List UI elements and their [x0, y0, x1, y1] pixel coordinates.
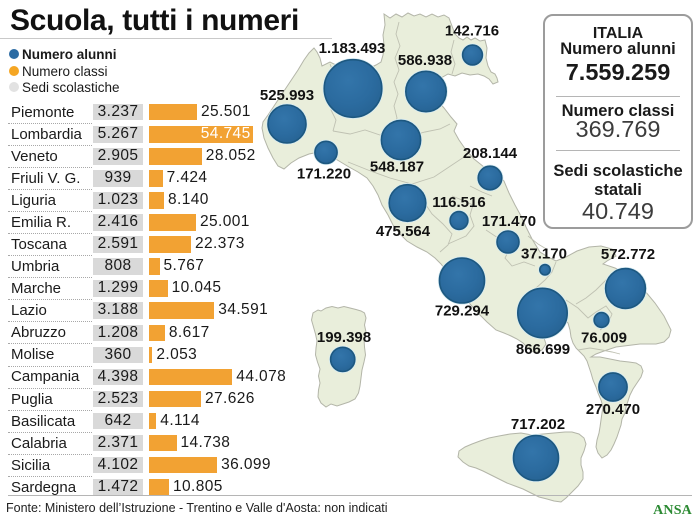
svg-text:171.220: 171.220: [297, 166, 351, 183]
svg-text:572.772: 572.772: [601, 246, 655, 263]
svg-text:717.202: 717.202: [511, 416, 565, 433]
svg-text:142.716: 142.716: [445, 23, 499, 40]
svg-text:171.470: 171.470: [482, 213, 536, 230]
svg-text:866.699: 866.699: [516, 341, 570, 358]
svg-text:270.470: 270.470: [586, 401, 640, 418]
svg-text:116.516: 116.516: [432, 194, 485, 211]
svg-text:37.170: 37.170: [521, 246, 567, 263]
svg-text:76.009: 76.009: [581, 330, 627, 347]
svg-text:548.187: 548.187: [370, 159, 424, 176]
svg-text:199.398: 199.398: [317, 329, 371, 346]
svg-text:586.938: 586.938: [398, 52, 452, 69]
svg-text:729.294: 729.294: [435, 303, 490, 320]
svg-text:475.564: 475.564: [376, 223, 431, 240]
svg-text:525.993: 525.993: [260, 87, 314, 104]
svg-text:208.144: 208.144: [463, 145, 518, 162]
svg-text:1.183.493: 1.183.493: [319, 40, 386, 57]
